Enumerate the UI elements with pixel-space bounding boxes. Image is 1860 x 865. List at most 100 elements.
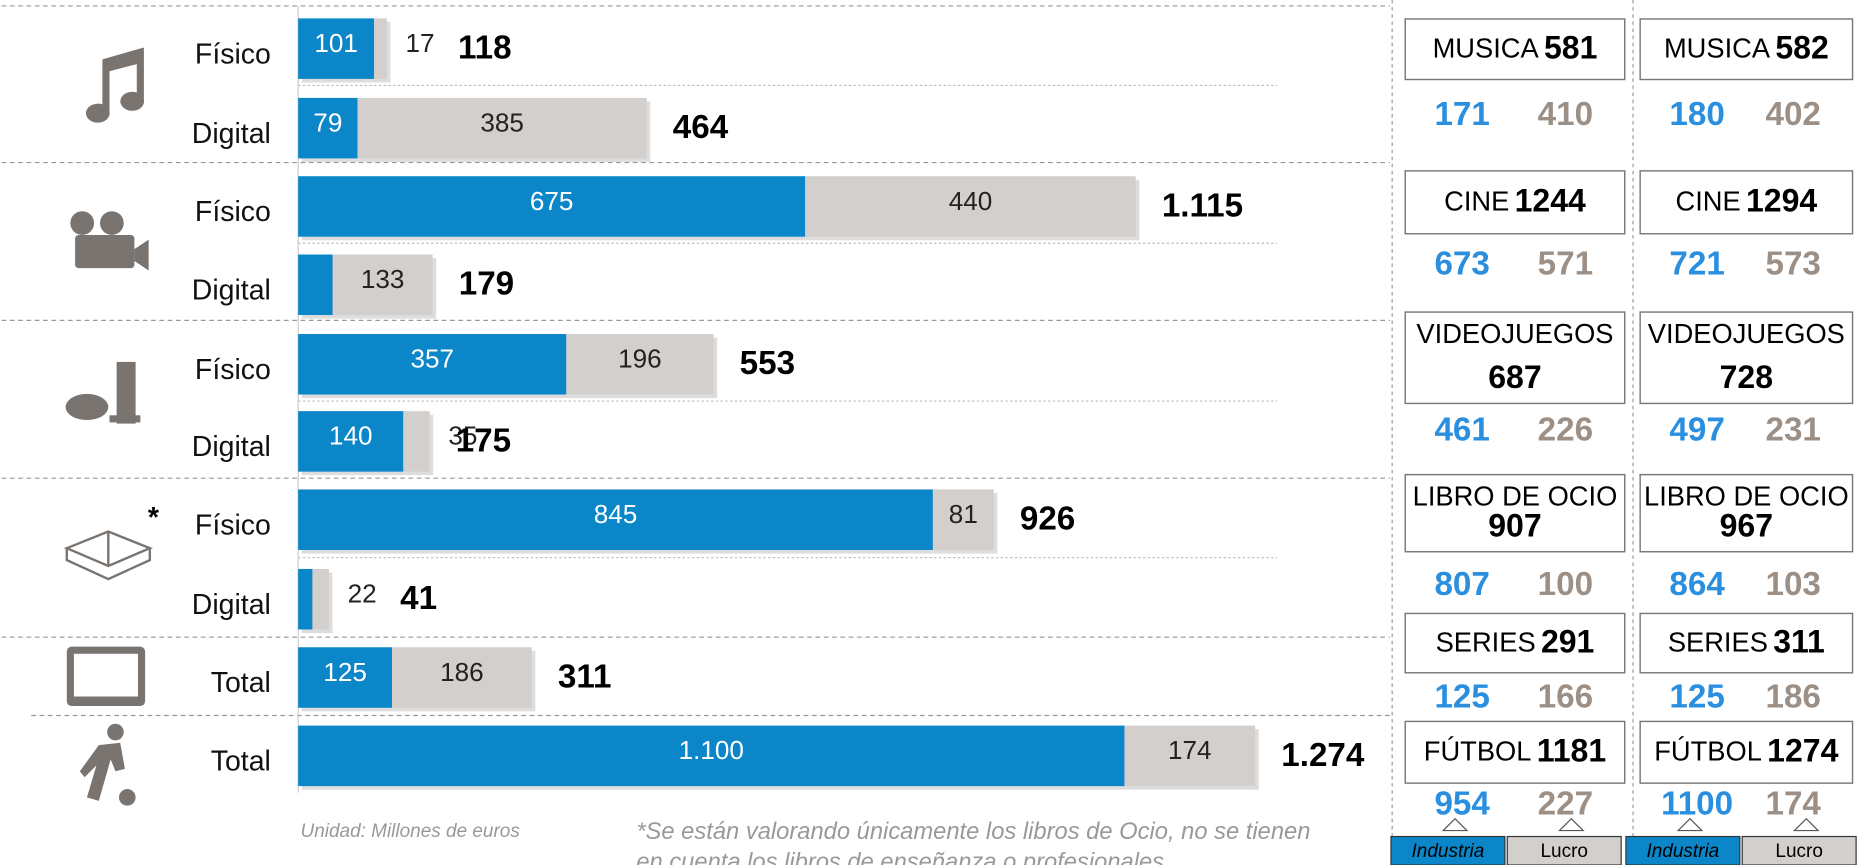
panel-total: 1294 <box>1746 183 1817 219</box>
panel-box <box>1404 311 1626 405</box>
industria-value: 1100 <box>1661 785 1733 822</box>
panel-title: MUSICA 581 <box>1433 30 1598 66</box>
tv-icon <box>66 646 146 707</box>
panel-total: 1181 <box>1537 733 1606 769</box>
value-label: 1.100 <box>679 735 744 765</box>
panel-title: FÚTBOL 1274 <box>1654 733 1838 769</box>
panel-label: MUSICA <box>1664 33 1771 64</box>
panel-label: VIDEOJUEGOS <box>1416 318 1613 349</box>
legend-label: Lucro <box>1775 841 1822 862</box>
industria-value: 125 <box>1434 679 1489 716</box>
industria-value: 954 <box>1434 785 1490 822</box>
category-label: Físico <box>195 196 271 228</box>
lucro-value: 571 <box>1538 246 1593 283</box>
footballer-icon <box>79 723 136 806</box>
total-label: 553 <box>740 345 795 382</box>
console-icon <box>65 361 141 424</box>
panel-label: CINE <box>1444 186 1509 217</box>
panel-box <box>1404 473 1626 553</box>
industria-value: 807 <box>1434 566 1489 603</box>
panel-total: 582 <box>1775 30 1828 66</box>
lucro-value: 100 <box>1538 566 1593 603</box>
total-label: 41 <box>400 580 437 617</box>
total-label: 1.274 <box>1281 737 1365 774</box>
legend-swatch <box>1506 835 1622 865</box>
panel-title: FÚTBOL 1181 <box>1424 733 1606 769</box>
bar-segment <box>298 176 806 237</box>
category-label: Digital <box>192 118 271 150</box>
value-label: 186 <box>440 657 484 687</box>
panel-total: 687 <box>1488 359 1541 395</box>
bar-segment <box>298 97 358 159</box>
value-label: 22 <box>348 579 377 609</box>
panel-total: 907 <box>1488 507 1541 543</box>
panel-title: CINE 1244 <box>1444 183 1586 219</box>
bar-segment <box>298 411 404 472</box>
total-label: 311 <box>558 658 612 695</box>
panel-total: 728 <box>1720 359 1773 395</box>
category-label: Físico <box>195 509 271 541</box>
bar-segment <box>298 254 333 316</box>
industria-value: 864 <box>1669 566 1725 603</box>
icons <box>63 47 153 806</box>
panel-title: MUSICA 582 <box>1664 30 1829 66</box>
panel-title: SERIES 291 <box>1436 624 1595 660</box>
industria-value: 497 <box>1669 412 1724 449</box>
lucro-value: 410 <box>1538 96 1593 133</box>
lucro-value: 573 <box>1766 246 1821 283</box>
panel-label: SERIES <box>1436 627 1536 658</box>
bar-segment <box>932 489 994 550</box>
category-label: Total <box>211 745 271 777</box>
lucro-value: 231 <box>1766 412 1821 449</box>
bar-segment <box>392 647 532 708</box>
value-label: 196 <box>618 344 662 374</box>
legend-arrow <box>1792 817 1820 832</box>
lucro-value: 166 <box>1538 679 1593 716</box>
category-label: Total <box>211 667 271 699</box>
panel-box <box>1639 311 1854 405</box>
total-label: 179 <box>459 266 514 303</box>
category-label: Digital <box>192 589 271 621</box>
value-label: 140 <box>329 421 373 451</box>
panel-total: 1274 <box>1767 733 1838 769</box>
lucro-value: 174 <box>1766 785 1822 822</box>
bar-segment <box>298 647 393 708</box>
category-label: Físico <box>195 38 271 70</box>
camera-icon <box>70 211 149 271</box>
value-label: 385 <box>480 107 524 137</box>
legend-swatch <box>1390 835 1506 865</box>
panel-label: VIDEOJUEGOS <box>1648 318 1845 349</box>
bar-segment <box>298 725 1125 787</box>
legend-label: Lucro <box>1540 841 1587 862</box>
panel-label: FÚTBOL <box>1424 736 1532 767</box>
category-label: Físico <box>195 354 271 386</box>
value-label: 125 <box>323 657 367 687</box>
value-label: 81 <box>949 499 978 529</box>
legend-label: Industria <box>1412 841 1485 862</box>
industria-value: 180 <box>1669 96 1724 133</box>
panel-total: 311 <box>1773 624 1825 660</box>
value-label: 440 <box>949 186 993 216</box>
panel-box <box>1404 18 1626 81</box>
panel-box <box>1404 720 1626 784</box>
panel-total: 1244 <box>1515 183 1586 219</box>
panel-title: CINE 1294 <box>1675 183 1817 219</box>
category-label: Digital <box>192 274 271 306</box>
legend-swatch <box>1741 835 1857 865</box>
total-label: 926 <box>1020 501 1075 538</box>
panel-label: LIBRO DE OCIO <box>1413 481 1618 512</box>
industria-value: 673 <box>1434 246 1489 283</box>
panel-box <box>1404 612 1626 674</box>
bar-segment <box>357 97 647 159</box>
bar-segment <box>1124 725 1256 787</box>
total-label: 1.115 <box>1162 187 1243 224</box>
lucro-value: 227 <box>1538 785 1593 822</box>
panel-box <box>1639 473 1854 553</box>
industria-value: 721 <box>1669 246 1724 283</box>
panel-total: 291 <box>1541 624 1594 660</box>
value-label: 357 <box>410 344 454 374</box>
value-label: 17 <box>406 28 435 58</box>
bar-segment <box>805 176 1136 237</box>
lucro-value: 186 <box>1766 679 1821 716</box>
bar-segment <box>403 411 430 472</box>
